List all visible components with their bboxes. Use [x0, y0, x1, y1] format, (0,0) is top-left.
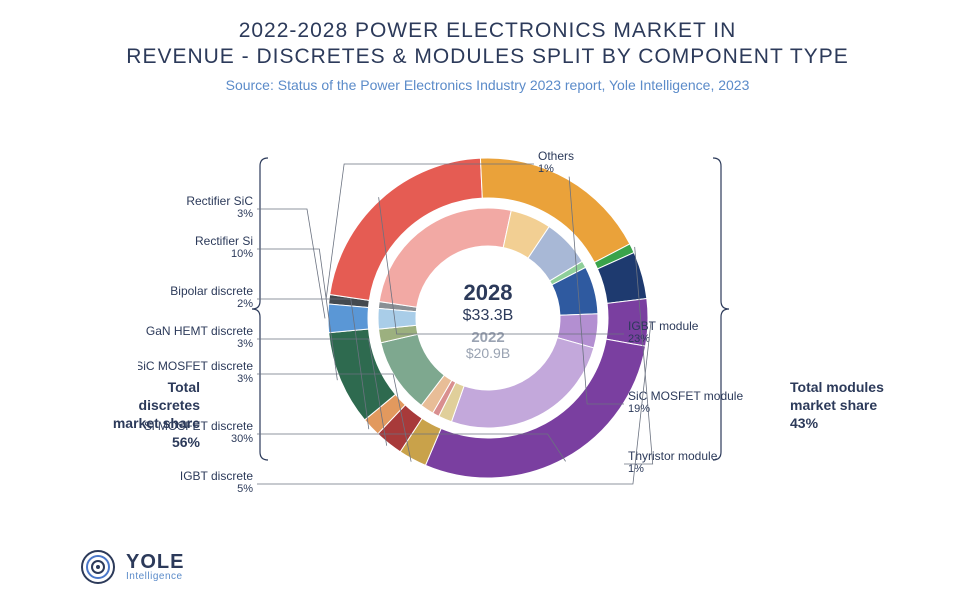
logo-brand: YOLE: [126, 552, 184, 572]
label-others: Others1%: [538, 149, 574, 175]
donut-chart: 2028 $33.3B 2022$20.9B Others1% IGBT module2…: [138, 118, 838, 538]
center-year_outer: 2028: [463, 280, 512, 305]
label-igbt_mod: IGBT module23%: [628, 319, 699, 345]
brand-logo: YOLE Intelligence: [80, 549, 184, 585]
label-rect_sic: Rectifier SiC3%: [186, 194, 253, 220]
center-year_inner: 2022: [471, 329, 504, 346]
label-bipolar: Bipolar discrete2%: [170, 284, 253, 310]
label-rect_si: Rectifier Si10%: [194, 234, 252, 260]
right-bracket: [713, 158, 729, 460]
chart-area: Total discretes market share 56% Total m…: [0, 118, 975, 538]
logo-subtext: Intelligence: [126, 572, 184, 582]
center-value_outer: $33.3B: [462, 307, 513, 324]
title-line-1: 2022-2028 POWER ELECTRONICS MARKET IN: [239, 19, 737, 42]
left-bracket: [252, 158, 268, 460]
title-line-2: REVENUE - DISCRETES & MODULES SPLIT BY C…: [126, 45, 848, 68]
label-si_mos_disc: Si MOSFET discrete30%: [143, 419, 252, 445]
slice-inner-13: [378, 308, 416, 329]
label-gan_disc: GaN HEMT discrete3%: [145, 324, 252, 350]
label-thyristor: Thyristor module1%: [628, 449, 718, 475]
leader-rect_sic: [257, 209, 325, 318]
leader-rect_si: [257, 249, 337, 380]
label-sic_mos_disc: SiC MOSFET discrete3%: [138, 359, 253, 385]
label-sic_mos_mod: SiC MOSFET module19%: [628, 389, 743, 415]
logo-icon: [80, 549, 116, 585]
slice-outer-rect_sic: [328, 304, 369, 333]
chart-title: 2022-2028 POWER ELECTRONICS MARKET IN RE…: [0, 18, 975, 71]
center-value_inner: $20.9B: [465, 345, 509, 361]
chart-subtitle: Source: Status of the Power Electronics …: [0, 77, 975, 93]
label-igbt_disc: IGBT discrete5%: [179, 469, 252, 495]
